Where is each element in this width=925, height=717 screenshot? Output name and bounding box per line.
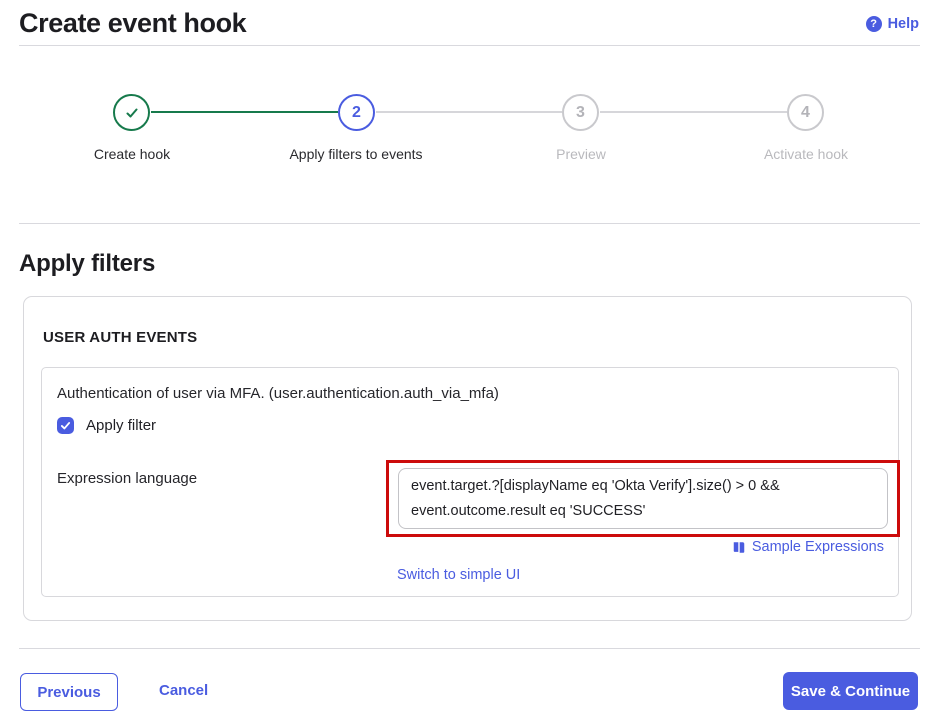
step-1-circle[interactable] [113, 94, 150, 131]
sample-expressions-link[interactable]: Sample Expressions [732, 539, 884, 555]
section-divider [19, 223, 920, 224]
help-question-icon: ? [865, 16, 882, 32]
stepper-connector-1 [151, 111, 338, 113]
event-description: Authentication of user via MFA. (user.au… [57, 385, 499, 402]
switch-simple-ui-link[interactable]: Switch to simple UI [397, 567, 521, 583]
cancel-link[interactable]: Cancel [159, 682, 209, 699]
step-1-label: Create hook [93, 146, 171, 162]
event-group-title: USER AUTH EVENTS [43, 329, 198, 346]
save-continue-button[interactable]: Save & Continue [783, 672, 918, 710]
check-icon [126, 108, 137, 117]
step-2-label: Apply filters to events [289, 146, 423, 162]
annotation-highlight-box: event.target.?[displayName eq 'Okta Veri… [386, 460, 900, 537]
book-icon [733, 542, 745, 553]
step-3-label: Preview [556, 146, 606, 162]
step-2-circle[interactable]: 2 [338, 94, 375, 131]
stepper-connector-2 [376, 111, 562, 113]
stepper-connector-3 [600, 111, 787, 113]
apply-filter-label: Apply filter [86, 417, 157, 434]
footer-divider [19, 648, 920, 649]
step-2-number: 2 [352, 103, 361, 121]
event-filter-box: Authentication of user via MFA. (user.au… [41, 367, 900, 597]
filters-card: USER AUTH EVENTS Authentication of user … [23, 296, 912, 621]
previous-button[interactable]: Previous [20, 673, 118, 711]
apply-filters-heading: Apply filters [19, 250, 156, 277]
step-4-number: 4 [801, 103, 810, 121]
help-link[interactable]: ? Help [865, 16, 919, 32]
step-4-circle[interactable]: 4 [787, 94, 824, 131]
step-4-label: Activate hook [763, 146, 849, 162]
expression-language-label: Expression language [57, 470, 198, 487]
apply-filter-checkbox[interactable] [57, 417, 74, 434]
sample-expressions-label: Sample Expressions [751, 539, 884, 555]
checkmark-icon [60, 422, 71, 430]
header-divider [19, 45, 920, 46]
step-3-circle[interactable]: 3 [562, 94, 599, 131]
help-link-label: Help [887, 16, 919, 32]
page-title: Create event hook [19, 8, 247, 38]
apply-filter-checkbox-row[interactable]: Apply filter [57, 417, 156, 434]
expression-input[interactable]: event.target.?[displayName eq 'Okta Veri… [398, 468, 888, 529]
step-3-number: 3 [576, 103, 585, 121]
